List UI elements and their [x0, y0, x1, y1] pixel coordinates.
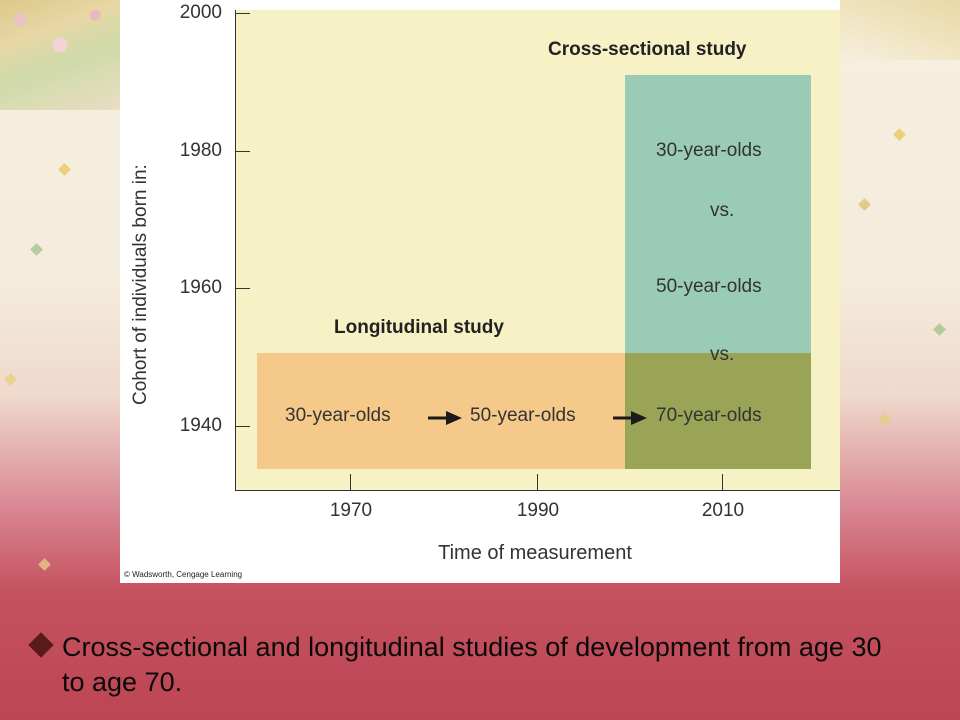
- confetti-shape: [30, 243, 43, 256]
- y-tick-label: 1980: [179, 140, 222, 161]
- arrow-right-icon: [613, 411, 647, 425]
- arrow-right-icon: [428, 411, 462, 425]
- x-tick-mark: [722, 474, 723, 490]
- confetti-shape: [858, 198, 871, 211]
- x-tick-mark: [537, 474, 538, 490]
- confetti-shape: [4, 373, 17, 386]
- confetti-shape: [878, 413, 891, 426]
- y-tick-label: 2000: [179, 2, 222, 23]
- y-tick-mark: [235, 288, 250, 289]
- confetti-shape: [933, 323, 946, 336]
- caption-text: Cross-sectional and longitudinal studies…: [62, 632, 882, 697]
- cross-group-50: 50-year-olds: [656, 276, 762, 297]
- confetti-shape: [58, 163, 71, 176]
- cross-vs-label: vs.: [710, 344, 735, 365]
- longitudinal-title: Longitudinal study: [334, 317, 504, 338]
- diamond-bullet-icon: [28, 632, 54, 658]
- copyright-credit: © Wadsworth, Cengage Learning: [124, 570, 243, 579]
- longitudinal-stage-50: 50-year-olds: [470, 405, 576, 426]
- x-axis-title: Time of measurement: [438, 542, 632, 564]
- x-tick-label: 1990: [516, 500, 560, 521]
- decorative-floral-pattern: [0, 0, 125, 110]
- longitudinal-stage-30: 30-year-olds: [285, 405, 391, 426]
- decorative-corner-pattern: [840, 0, 960, 60]
- cross-sectional-title: Cross-sectional study: [548, 39, 747, 60]
- cross-group-70: 70-year-olds: [656, 405, 762, 426]
- x-tick-mark: [350, 474, 351, 490]
- longitudinal-region: [257, 353, 625, 469]
- x-tick-label: 2010: [701, 500, 745, 521]
- y-tick-mark: [235, 426, 250, 427]
- x-axis-line: [235, 490, 840, 491]
- y-tick-mark: [235, 13, 250, 14]
- y-axis-title-text: Cohort of individuals born in:: [130, 164, 151, 405]
- y-tick-mark: [235, 151, 250, 152]
- confetti-shape: [893, 128, 906, 141]
- cross-vs-label: vs.: [710, 200, 735, 221]
- cross-group-30: 30-year-olds: [656, 140, 762, 161]
- x-tick-label: 1970: [329, 500, 373, 521]
- y-tick-label: 1960: [179, 277, 222, 298]
- confetti-shape: [38, 558, 51, 571]
- overlap-region: [625, 353, 811, 469]
- y-axis-line: [235, 10, 236, 491]
- y-tick-label: 1940: [179, 415, 222, 436]
